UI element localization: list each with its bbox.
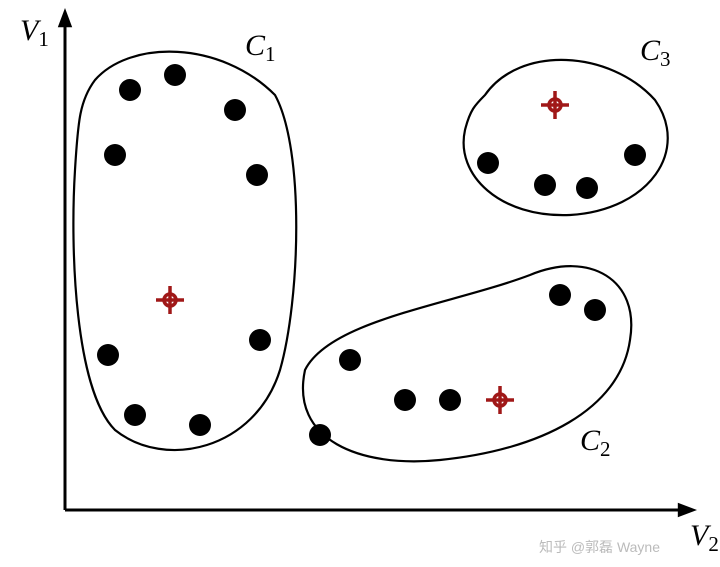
data-point (309, 424, 331, 446)
data-point (189, 414, 211, 436)
data-point (624, 144, 646, 166)
data-point (549, 284, 571, 306)
y-axis-arrow (58, 8, 72, 27)
data-point (97, 344, 119, 366)
diagram-svg: V1 V2 C1 C2 C3 (0, 0, 720, 567)
data-point (246, 164, 268, 186)
cluster-diagram: V1 V2 C1 C2 C3 (0, 0, 720, 567)
axis-label: V1 (20, 14, 49, 51)
data-point (477, 152, 499, 174)
data-point (164, 64, 186, 86)
data-point (224, 99, 246, 121)
data-point (104, 144, 126, 166)
cluster-boundary (464, 60, 668, 215)
axis-label: V2 (690, 519, 719, 556)
data-point (439, 389, 461, 411)
centroid-marker (156, 286, 184, 314)
data-point (119, 79, 141, 101)
centroid-marker (486, 386, 514, 414)
data-point (249, 329, 271, 351)
data-point (576, 177, 598, 199)
data-point (584, 299, 606, 321)
axis-label: C2 (580, 424, 611, 461)
cluster-boundary (73, 52, 296, 450)
axis-label: C1 (245, 29, 276, 66)
axis-label: C3 (640, 34, 671, 71)
data-point (534, 174, 556, 196)
watermark-text: 知乎 @郭磊 Wayne (539, 537, 660, 557)
data-point (124, 404, 146, 426)
data-point (394, 389, 416, 411)
centroid-marker (541, 91, 569, 119)
data-point (339, 349, 361, 371)
x-axis-arrow (678, 503, 697, 517)
